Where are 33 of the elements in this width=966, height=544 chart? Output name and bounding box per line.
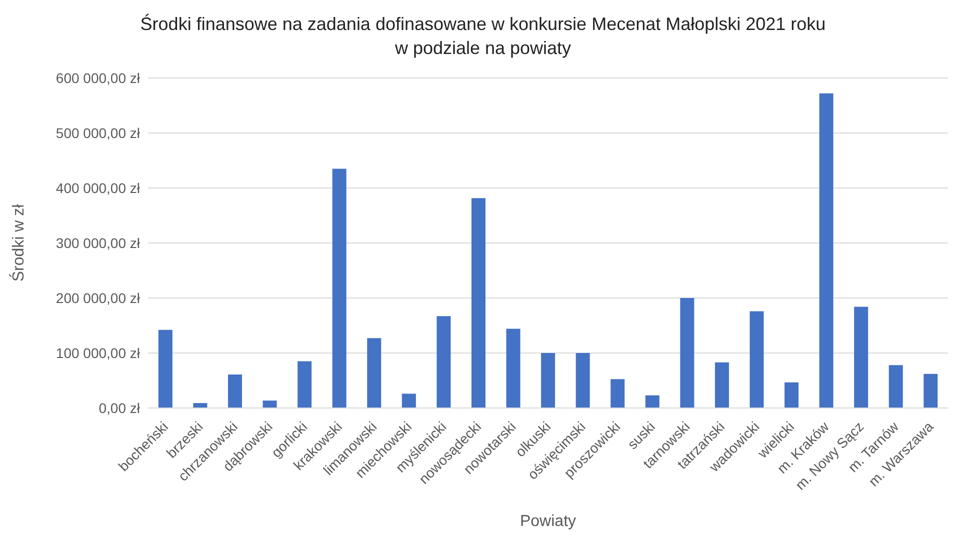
chart-title: Środki finansowe na zadania dofinasowane w konkursie Mecenat Małoplski 2021 roku w podziale na powiaty	[139, 12, 827, 60]
bar	[784, 382, 799, 408]
bar	[854, 306, 868, 408]
bar	[228, 374, 242, 408]
bar	[750, 311, 764, 408]
bar	[471, 198, 486, 408]
y-tick-label: 200 000,00 zł	[56, 290, 141, 306]
bar	[576, 353, 590, 408]
bar	[541, 353, 556, 408]
bar	[436, 316, 451, 408]
y-axis-title: Środki w zł	[8, 204, 28, 282]
y-tick-label: 100 000,00 zł	[56, 344, 141, 361]
bar	[819, 93, 834, 408]
y-tick-label: 600 000,00 zł	[56, 70, 141, 86]
bar	[402, 394, 416, 408]
y-tick-label: 400 000,00 zł	[56, 180, 141, 196]
bar	[332, 168, 346, 408]
bar	[298, 361, 312, 408]
bar	[680, 298, 694, 408]
y-tick-label: 300 000,00 zł	[56, 234, 141, 251]
bar	[645, 395, 660, 408]
bar	[714, 362, 729, 408]
bar	[924, 374, 938, 408]
bar	[506, 328, 520, 408]
bar	[367, 338, 382, 408]
y-tick-label: 500 000,00 zł	[56, 124, 141, 141]
x-axis-title: Powiaty	[520, 513, 576, 530]
bar	[262, 400, 277, 408]
bar	[158, 330, 172, 408]
bar	[193, 403, 208, 408]
bar	[610, 379, 625, 408]
bar	[888, 365, 903, 408]
y-tick-label: 0,00 zł	[98, 400, 141, 416]
